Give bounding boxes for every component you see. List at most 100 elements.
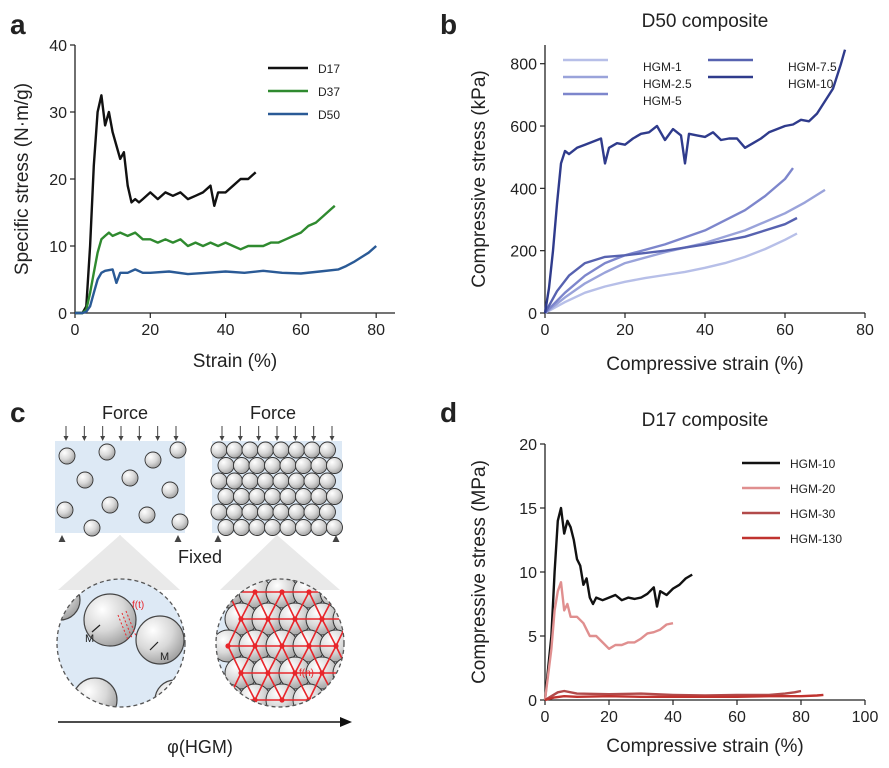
- y-tick-label: 400: [510, 181, 537, 198]
- sphere: [326, 519, 343, 536]
- sphere: [226, 441, 243, 459]
- x-tick-label: 80: [856, 322, 874, 339]
- sphere: [171, 513, 189, 531]
- contact-node: [279, 643, 285, 649]
- contact-node: [306, 589, 312, 595]
- legend-label-HGM-20: HGM-20: [790, 482, 836, 496]
- force-arrowhead: [237, 436, 243, 441]
- x-tick-label: 40: [664, 709, 682, 726]
- sphere: [83, 519, 101, 537]
- force-label-right: Force: [250, 403, 296, 423]
- chart-d: D17 composite 0 20 40 60 80 100 0 5 10 15 20 Compres…: [469, 410, 878, 757]
- contact-node: [252, 643, 258, 649]
- legend-label-D17: D17: [318, 62, 340, 76]
- force-arrowhead: [219, 436, 225, 441]
- sphere: [233, 519, 250, 536]
- sphere: [233, 457, 250, 474]
- sphere: [138, 506, 156, 524]
- force-arrowhead: [329, 436, 335, 441]
- force-chain: [227, 645, 242, 674]
- network-label: f(n): [299, 668, 314, 679]
- y-axis-label-a: Specific stress (N·m/g): [12, 83, 33, 275]
- contact-node: [292, 616, 298, 622]
- sphere: [272, 472, 290, 490]
- force-arrowhead: [63, 436, 69, 441]
- legend-label-HGM-130: HGM-130: [790, 532, 842, 546]
- force-arrowhead: [118, 436, 124, 441]
- force-chain: [335, 672, 344, 701]
- sphere: [303, 503, 321, 521]
- zoom-spheres-right: [216, 579, 351, 707]
- x-tick-label: 80: [367, 322, 385, 339]
- sphere: [217, 488, 235, 505]
- sphere: [257, 472, 274, 490]
- series-line-HGM-10: [543, 506, 693, 701]
- y-tick-label: 10: [49, 239, 67, 256]
- zoom-outline-left: [56, 578, 186, 708]
- sphere: [288, 503, 305, 521]
- radius-line-left: [91, 624, 101, 633]
- y-tick-label: 0: [528, 693, 537, 710]
- mass-label-1: M: [85, 633, 94, 645]
- x-tick-label: 40: [217, 322, 235, 339]
- x-tick-label: 0: [541, 322, 550, 339]
- x-axis-label-a: Strain (%): [193, 351, 277, 372]
- legend-label-D50: D50: [318, 108, 340, 122]
- force-arrowhead: [81, 436, 87, 441]
- sphere: [310, 488, 328, 505]
- sphere: [76, 471, 94, 489]
- force-chain: [267, 591, 283, 620]
- sphere: [279, 519, 297, 536]
- schematic-c: Force Force Fixed: [55, 403, 352, 757]
- series-line-HGM-1: [544, 232, 798, 315]
- y-axis-label-d: Compressive stress (MPa): [469, 460, 490, 684]
- x-tick-label: 0: [541, 709, 550, 726]
- y-tick-label: 200: [510, 244, 537, 261]
- x-tick-label: 40: [696, 322, 714, 339]
- force-chain: [267, 672, 283, 701]
- force-chain: [281, 645, 296, 674]
- force-chain: [308, 591, 323, 620]
- force-chain: [227, 618, 242, 647]
- series-line-HGM-20: [543, 581, 674, 701]
- y-tick-label: 20: [49, 172, 67, 189]
- panel-label-a: a: [10, 9, 26, 40]
- sphere: [326, 457, 343, 474]
- force-chain: [267, 618, 283, 647]
- force-arrowhead: [136, 436, 142, 441]
- sphere: [295, 457, 312, 474]
- sphere: [161, 481, 179, 499]
- contact-node: [238, 616, 244, 622]
- y-axis-label-b: Compressive stress (kPa): [469, 70, 490, 288]
- sphere: [264, 457, 281, 474]
- force-arrowhead: [292, 436, 298, 441]
- sphere: [257, 441, 274, 459]
- y-tick-label: 20: [519, 437, 537, 454]
- sphere: [257, 503, 274, 521]
- force-label-left: Force: [102, 403, 148, 423]
- fixed-label: Fixed: [178, 547, 222, 567]
- contact-node: [225, 697, 231, 703]
- force-chain: [240, 591, 256, 620]
- sphere: [216, 683, 245, 707]
- force-chain: [335, 618, 344, 647]
- contact-node: [265, 616, 271, 622]
- x-tick-label: 20: [616, 322, 634, 339]
- force-chain: [240, 618, 256, 647]
- force-arrows-left: [63, 426, 179, 441]
- force-chain: [294, 618, 310, 647]
- force-chain: [308, 618, 323, 647]
- mass-label-2: M: [160, 651, 169, 663]
- sphere: [272, 503, 290, 521]
- sphere: [248, 519, 266, 536]
- sphere: [310, 457, 328, 474]
- x-tick-label: 80: [792, 709, 810, 726]
- legend-label-HGM-5: HGM-5: [643, 94, 682, 108]
- sphere: [303, 472, 321, 490]
- sphere: [241, 503, 259, 521]
- contact-node: [346, 616, 351, 621]
- force-arrowhead: [155, 436, 161, 441]
- contact-node: [265, 670, 271, 676]
- contact-node: [333, 643, 339, 649]
